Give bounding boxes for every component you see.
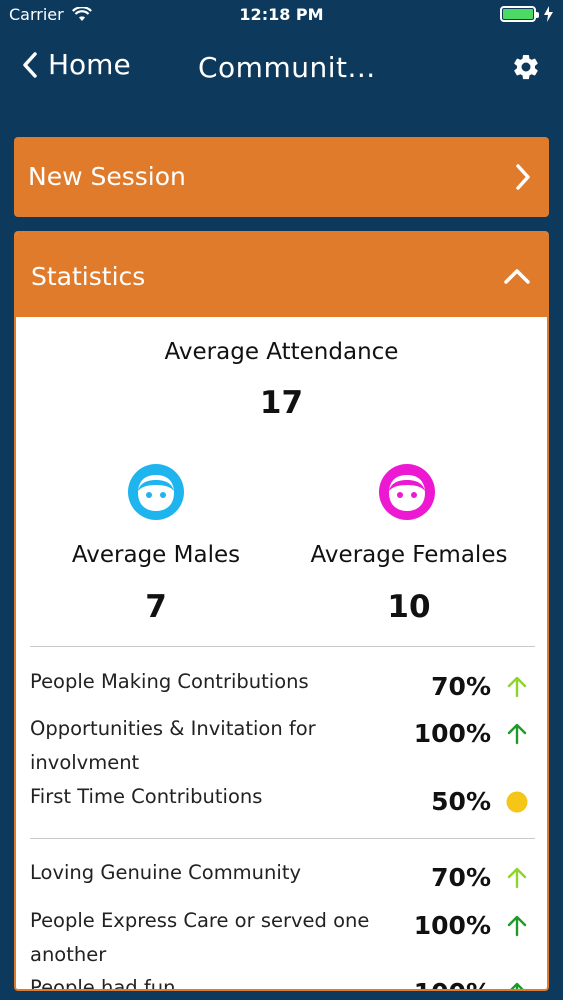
male-face-icon (128, 464, 184, 520)
average-males-value: 7 (145, 589, 167, 625)
nav-bar: Home Communit... (0, 30, 563, 106)
arrow-up-icon (507, 867, 527, 889)
arrow-up-icon (510, 982, 524, 989)
new-session-button[interactable]: New Session (14, 137, 549, 217)
status-bar: Carrier 12:18 PM (0, 0, 563, 30)
chevron-up-icon (504, 269, 530, 284)
statistics-label: Statistics (31, 262, 146, 291)
wifi-icon (71, 7, 92, 21)
metric-value: 100% (413, 911, 491, 940)
metric-value: 100% (414, 978, 491, 989)
statistics-card: Statistics Average Attendance 17 Average… (14, 231, 549, 991)
average-attendance-value: 17 (259, 385, 304, 421)
metric-label: First Time Contributions (30, 785, 263, 808)
average-attendance-label: Average Attendance (164, 339, 399, 365)
metric-label: People Making Contributions (30, 670, 309, 693)
new-session-label: New Session (28, 162, 186, 191)
status-right (500, 6, 553, 22)
divider (30, 838, 535, 839)
back-button[interactable]: Home (22, 48, 131, 81)
average-males-label: Average Males (71, 542, 241, 568)
chevron-left-icon (23, 51, 37, 78)
back-label: Home (48, 48, 131, 81)
battery-icon (500, 6, 539, 22)
metric-label: Opportunities & Invitation for involvmen… (30, 717, 316, 774)
status-time: 12:18 PM (239, 5, 324, 24)
metric-value: 50% (431, 787, 491, 816)
average-females-label: Average Females (310, 542, 508, 568)
female-face-icon (379, 464, 435, 520)
page-title: Communit... (198, 51, 376, 84)
charging-bolt-icon (544, 6, 553, 22)
statistics-header[interactable]: Statistics (16, 233, 547, 317)
carrier-label: Carrier (9, 5, 64, 24)
average-females-value: 10 (387, 589, 431, 625)
metric-label: People Express Care or served one anothe… (30, 909, 370, 966)
neutral-dot-icon (506, 791, 528, 813)
status-left: Carrier (9, 5, 92, 24)
metric-value: 70% (431, 863, 491, 892)
arrow-up-icon (507, 676, 527, 698)
chevron-right-icon (516, 164, 530, 190)
divider (30, 646, 535, 647)
metric-label: People had fun (30, 976, 176, 991)
arrow-up-icon (507, 723, 527, 745)
arrow-up-icon (507, 915, 527, 937)
gear-icon[interactable] (511, 52, 541, 82)
metric-label: Loving Genuine Community (30, 861, 302, 884)
metric-value: 100% (413, 719, 491, 748)
metric-value: 70% (431, 672, 491, 701)
